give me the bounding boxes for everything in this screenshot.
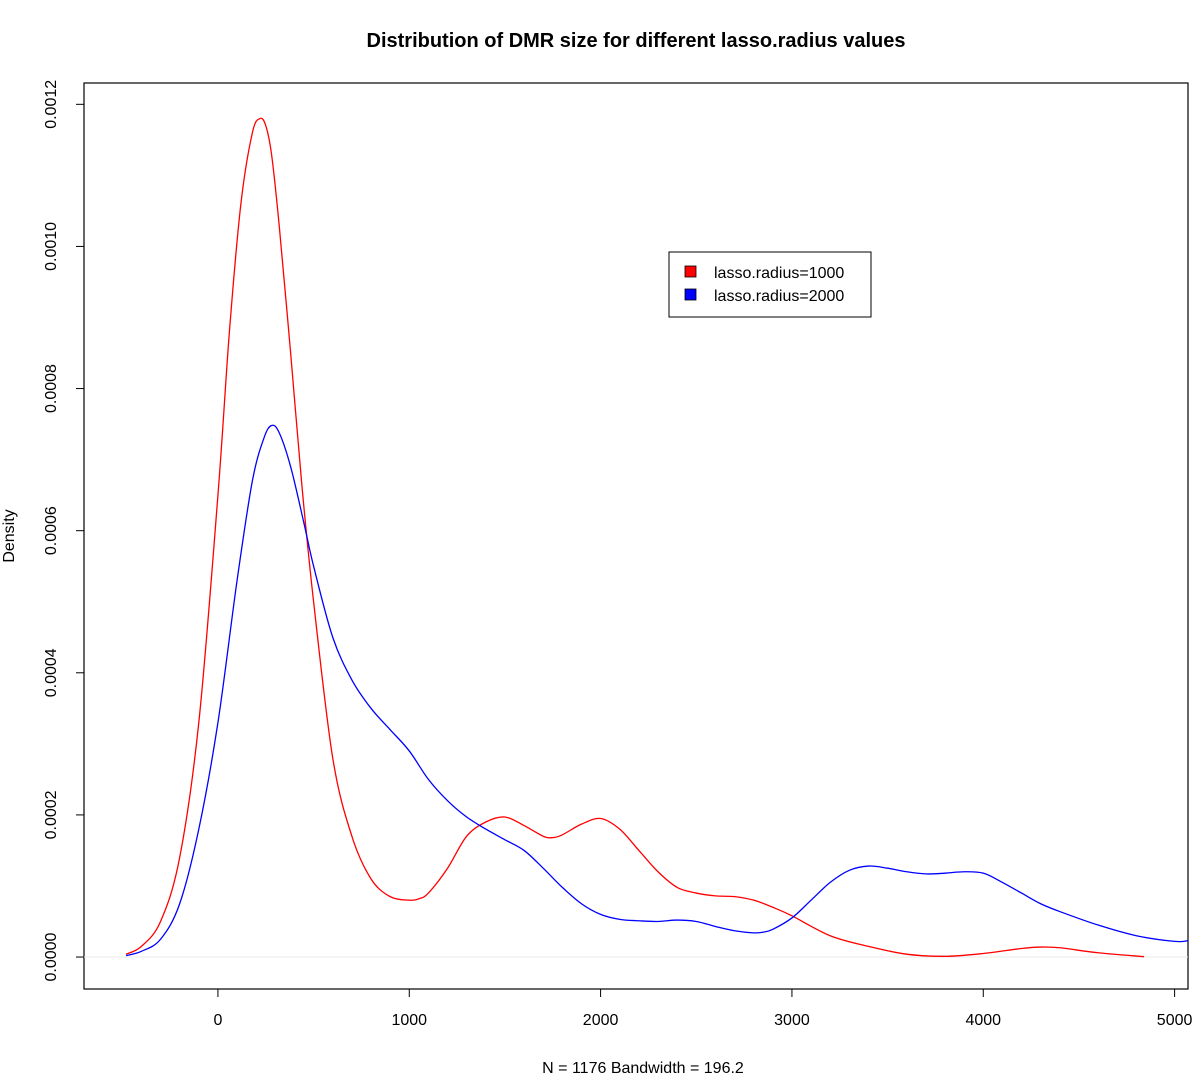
y-tick-label: 0.0004 bbox=[43, 648, 60, 697]
series-line-1 bbox=[125, 117, 1145, 958]
legend-label-lasso-2000: lasso.radius=2000 bbox=[714, 288, 844, 305]
y-tick-label: 0.0012 bbox=[43, 80, 60, 129]
plot-frame bbox=[83, 82, 1189, 990]
legend-label-lasso-1000: lasso.radius=1000 bbox=[714, 265, 844, 282]
y-tick-label: 0.0010 bbox=[43, 222, 60, 271]
x-axis: 0 1000 2000 3000 4000 5000 bbox=[213, 989, 1193, 1029]
legend-swatch-lasso-1000 bbox=[684, 265, 697, 278]
y-tick-label: 0.0006 bbox=[43, 506, 60, 555]
y-axis: 0.0000 0.0002 0.0004 0.0006 0.0008 0.0010 0.00… bbox=[43, 80, 84, 981]
x-tick-label: 2000 bbox=[583, 1012, 619, 1029]
legend: lasso.radius=1000 lasso.radius=2000 bbox=[668, 251, 872, 318]
y-axis-label: Density bbox=[1, 509, 18, 562]
legend-swatch-lasso-2000 bbox=[684, 288, 697, 301]
legend-box bbox=[668, 251, 872, 318]
x-tick-label: 5000 bbox=[1157, 1012, 1193, 1029]
series-lines bbox=[125, 117, 1189, 958]
y-tick-label: 0.0008 bbox=[43, 364, 60, 413]
chart-title: Distribution of DMR size for different l… bbox=[367, 30, 906, 52]
y-tick-label: 0.0000 bbox=[43, 932, 60, 981]
x-tick-label: 4000 bbox=[965, 1012, 1001, 1029]
x-tick-label: 1000 bbox=[391, 1012, 427, 1029]
x-axis-label: N = 1176 Bandwidth = 196.2 bbox=[542, 1060, 744, 1077]
y-tick-label: 0.0002 bbox=[43, 790, 60, 839]
x-tick-label: 3000 bbox=[774, 1012, 810, 1029]
series-line-2 bbox=[125, 424, 1189, 957]
x-tick-label: 0 bbox=[213, 1012, 222, 1029]
